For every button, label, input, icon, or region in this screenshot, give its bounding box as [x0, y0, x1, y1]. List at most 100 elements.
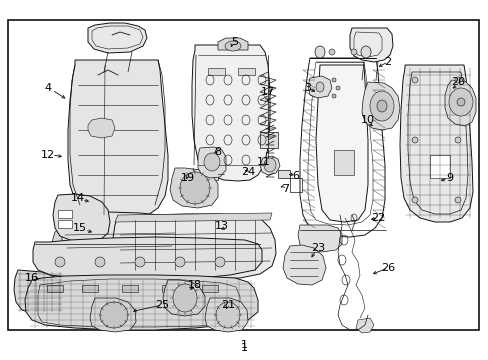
Ellipse shape — [411, 197, 417, 203]
Polygon shape — [192, 45, 269, 181]
Ellipse shape — [376, 100, 386, 112]
Ellipse shape — [180, 172, 209, 204]
Polygon shape — [60, 212, 180, 266]
Polygon shape — [429, 155, 449, 178]
Ellipse shape — [350, 49, 356, 55]
Text: 15: 15 — [73, 223, 87, 233]
Polygon shape — [238, 68, 254, 75]
Ellipse shape — [335, 86, 339, 90]
Text: 2: 2 — [384, 57, 391, 67]
Ellipse shape — [456, 98, 464, 106]
Polygon shape — [47, 285, 63, 292]
Ellipse shape — [360, 46, 370, 58]
Ellipse shape — [203, 153, 220, 171]
Text: 10: 10 — [360, 115, 374, 125]
Polygon shape — [349, 28, 392, 62]
Polygon shape — [33, 237, 262, 279]
Polygon shape — [25, 275, 258, 330]
Polygon shape — [207, 68, 224, 75]
Bar — [8, 20, 478, 330]
Text: 18: 18 — [187, 280, 202, 290]
Polygon shape — [122, 285, 138, 292]
Polygon shape — [361, 82, 399, 130]
Polygon shape — [176, 224, 183, 254]
Text: 11: 11 — [257, 157, 270, 167]
Polygon shape — [307, 76, 331, 98]
Text: 5: 5 — [231, 37, 238, 47]
Polygon shape — [115, 213, 271, 222]
Polygon shape — [163, 280, 204, 316]
Ellipse shape — [314, 46, 325, 58]
Polygon shape — [355, 318, 373, 333]
Ellipse shape — [100, 302, 128, 328]
Polygon shape — [88, 118, 115, 138]
Text: 25: 25 — [155, 300, 169, 310]
Ellipse shape — [216, 302, 240, 328]
Ellipse shape — [331, 94, 335, 98]
Polygon shape — [88, 23, 147, 53]
Text: 6: 6 — [292, 171, 299, 181]
Polygon shape — [202, 285, 218, 292]
Polygon shape — [283, 245, 325, 285]
Ellipse shape — [175, 257, 184, 267]
Polygon shape — [52, 228, 62, 257]
Text: 26: 26 — [380, 263, 394, 273]
Polygon shape — [82, 285, 98, 292]
Polygon shape — [58, 220, 72, 228]
Ellipse shape — [454, 197, 460, 203]
Polygon shape — [68, 60, 168, 218]
Text: 3: 3 — [304, 83, 311, 93]
Ellipse shape — [331, 78, 335, 82]
Polygon shape — [444, 80, 475, 126]
Polygon shape — [260, 156, 280, 175]
Text: 1: 1 — [240, 340, 247, 350]
Text: 21: 21 — [221, 300, 235, 310]
Ellipse shape — [224, 41, 241, 51]
Ellipse shape — [264, 158, 275, 172]
Polygon shape — [297, 225, 341, 252]
Polygon shape — [113, 214, 275, 279]
Polygon shape — [198, 147, 225, 178]
Text: 22: 22 — [370, 213, 385, 223]
Text: 23: 23 — [310, 243, 325, 253]
Text: 17: 17 — [261, 87, 274, 97]
Text: 4: 4 — [44, 83, 51, 93]
Ellipse shape — [173, 284, 197, 312]
Ellipse shape — [215, 257, 224, 267]
Ellipse shape — [369, 91, 393, 121]
Ellipse shape — [454, 137, 460, 143]
Text: 8: 8 — [214, 147, 221, 157]
Text: 9: 9 — [446, 173, 453, 183]
Ellipse shape — [95, 257, 105, 267]
Ellipse shape — [135, 257, 145, 267]
Polygon shape — [200, 168, 218, 180]
Polygon shape — [53, 194, 110, 242]
Polygon shape — [333, 150, 353, 175]
Text: 16: 16 — [25, 273, 39, 283]
Ellipse shape — [448, 88, 472, 116]
Ellipse shape — [411, 137, 417, 143]
Polygon shape — [170, 168, 218, 208]
Polygon shape — [399, 65, 472, 222]
Polygon shape — [90, 298, 136, 332]
Polygon shape — [260, 132, 278, 148]
Text: 24: 24 — [241, 167, 255, 177]
Polygon shape — [14, 270, 64, 314]
Polygon shape — [204, 298, 247, 332]
Ellipse shape — [454, 77, 460, 83]
Polygon shape — [218, 38, 247, 50]
Text: 20: 20 — [450, 77, 464, 87]
Polygon shape — [278, 170, 289, 178]
Ellipse shape — [315, 82, 324, 92]
Text: 1: 1 — [240, 343, 247, 353]
Polygon shape — [162, 285, 178, 292]
Ellipse shape — [411, 77, 417, 83]
Text: 13: 13 — [215, 221, 228, 231]
Text: 14: 14 — [71, 193, 85, 203]
Ellipse shape — [55, 257, 65, 267]
Text: 19: 19 — [181, 173, 195, 183]
Polygon shape — [315, 65, 367, 222]
Text: 7: 7 — [282, 184, 289, 194]
Ellipse shape — [328, 49, 334, 55]
Polygon shape — [58, 210, 72, 218]
